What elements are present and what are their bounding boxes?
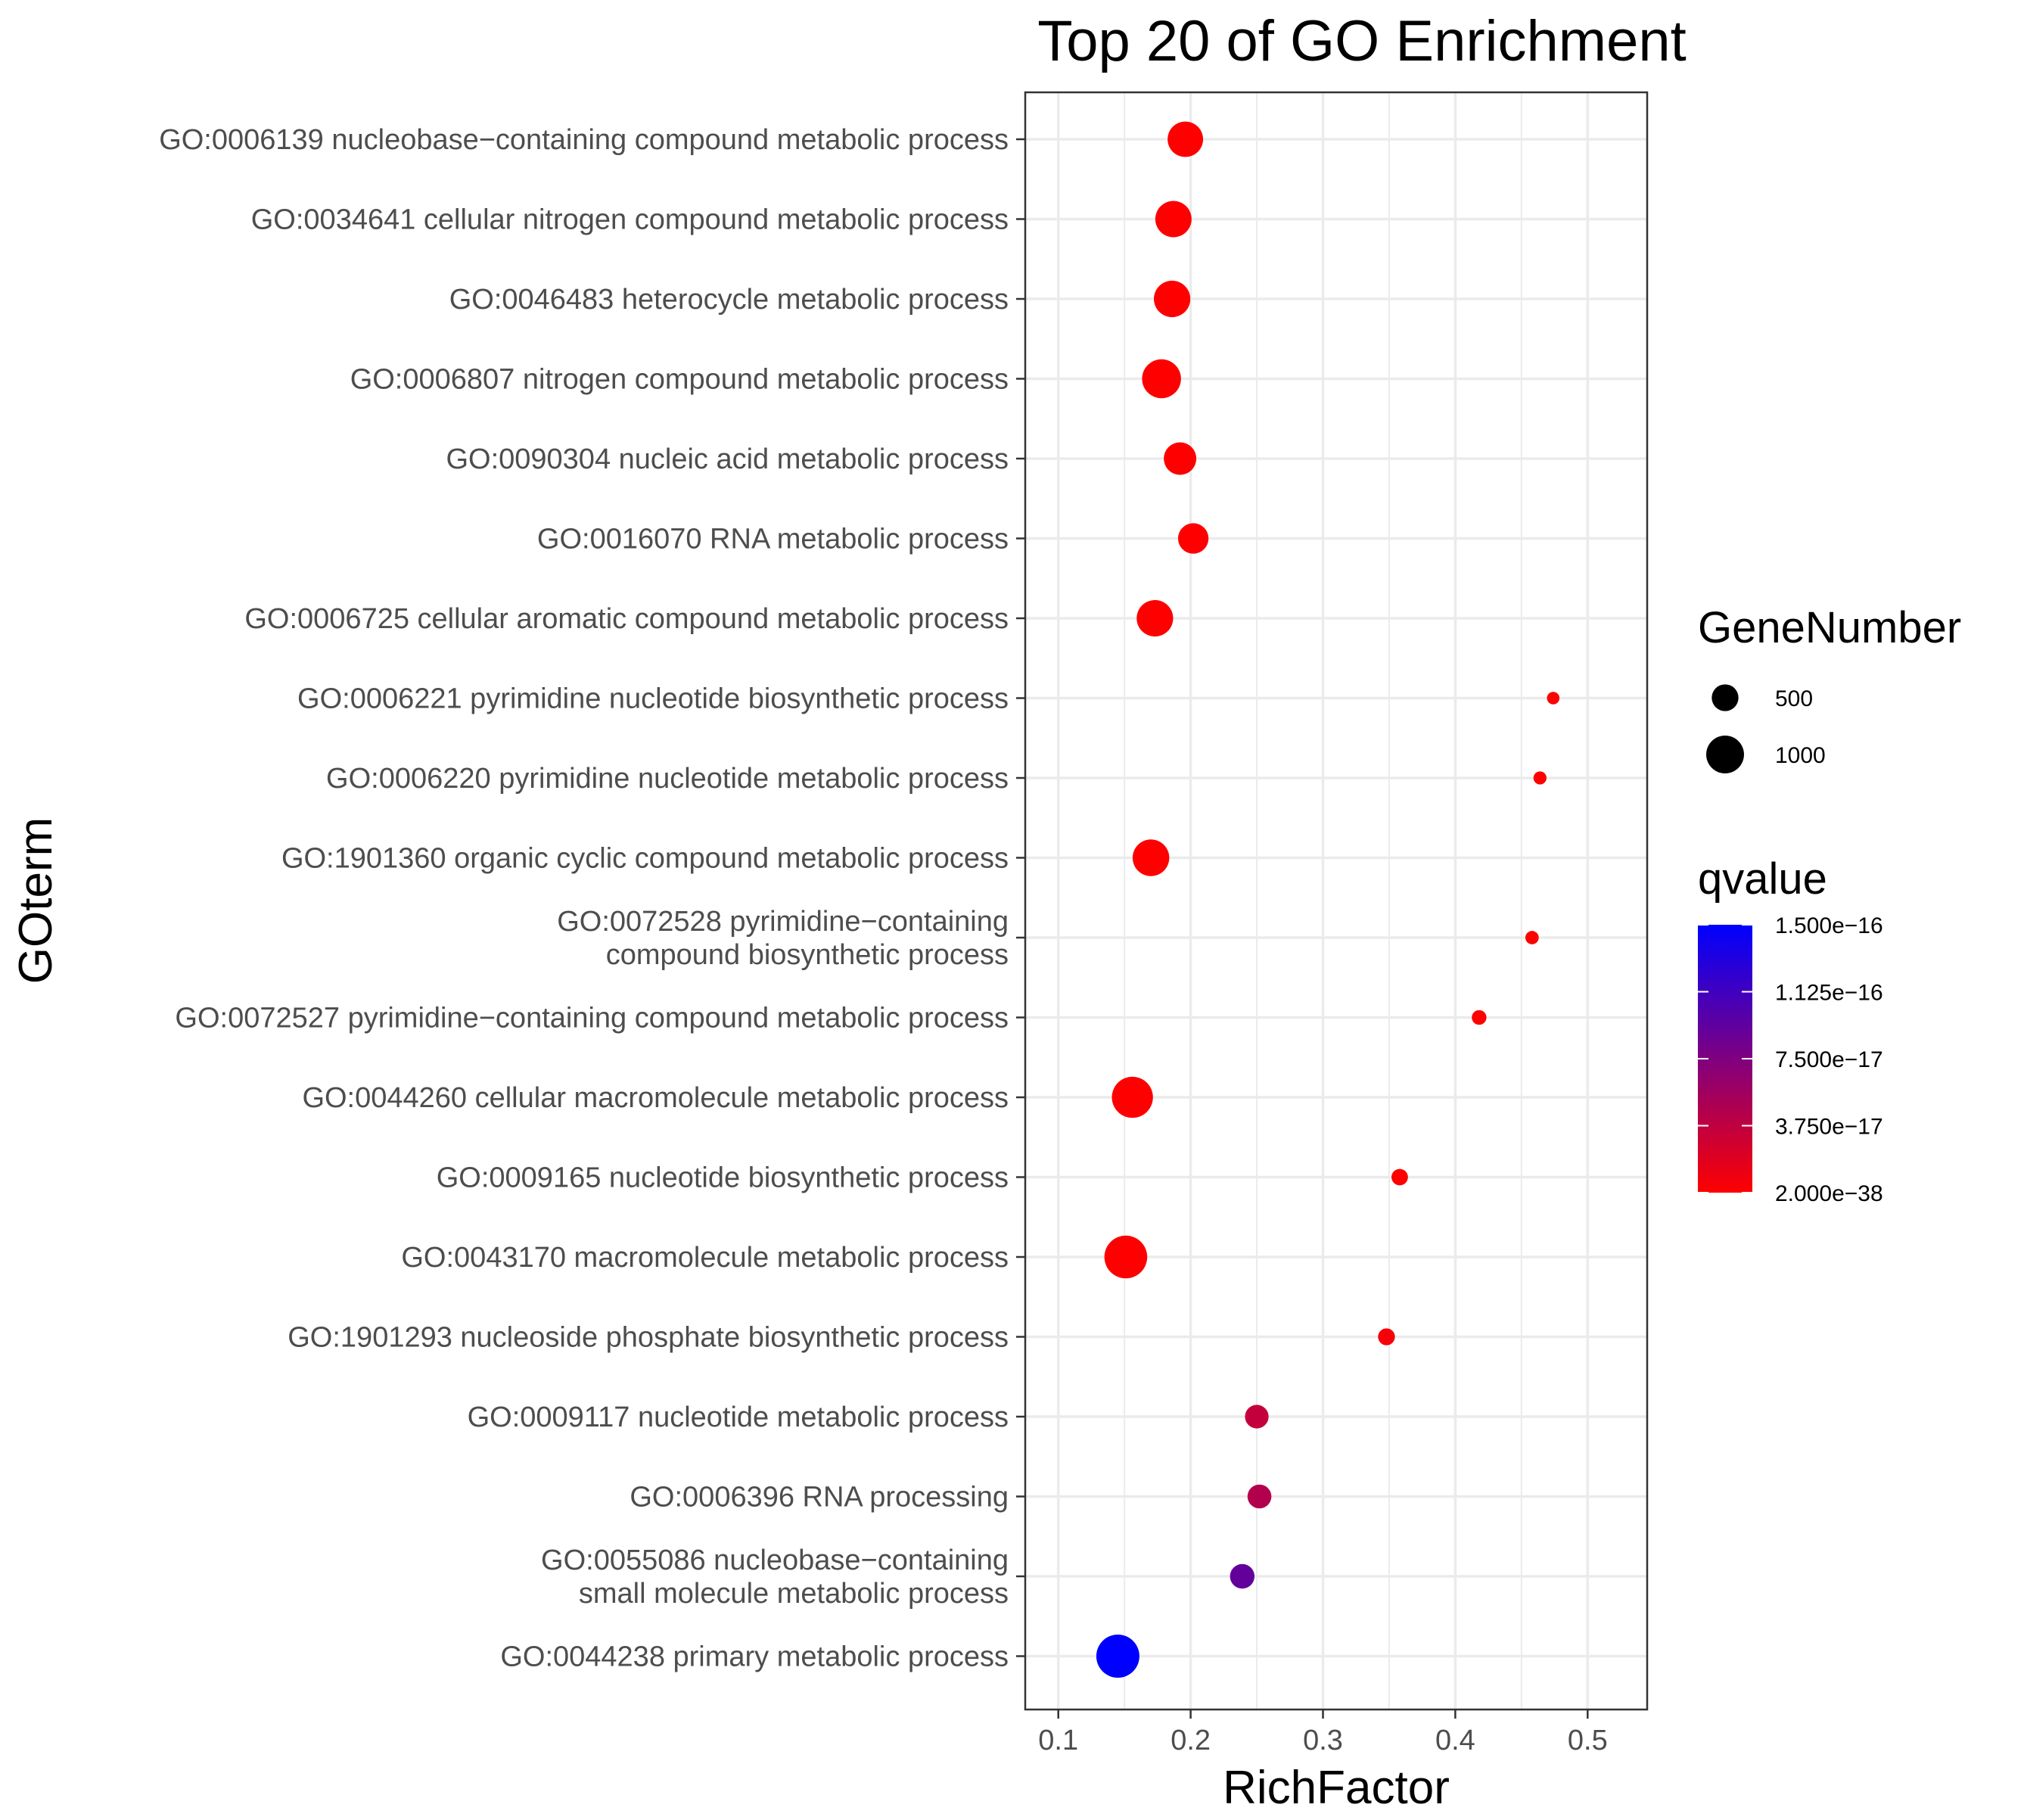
data-point — [1247, 1484, 1272, 1509]
data-point — [1533, 771, 1547, 785]
size-legend-label: 1000 — [1775, 743, 1826, 768]
y-tick-label: GO:0090304 nucleic acid metabolic proces… — [446, 443, 1009, 475]
y-tick-label: GO:0046483 heterocycle metabolic process — [449, 284, 1009, 316]
y-tick-label: GO:0006220 pyrimidine nucleotide metabol… — [326, 763, 1009, 795]
y-axis: GO:0006139 nucleobase−containing compoun… — [159, 124, 1025, 1673]
size-legend-key — [1706, 736, 1744, 773]
x-tick-label: 0.2 — [1170, 1725, 1211, 1756]
data-point — [1136, 599, 1174, 637]
plot-panel-border — [1024, 91, 1649, 1711]
y-tick-label: GO:0072527 pyrimidine−containing compoun… — [175, 1003, 1009, 1034]
y-tick-label: GO:0006807 nitrogen compound metabolic p… — [350, 364, 1009, 396]
data-point — [1391, 1168, 1408, 1186]
data-point — [1096, 1635, 1139, 1678]
y-tick-label: GO:0009165 nucleotide biosynthetic proce… — [437, 1162, 1009, 1194]
x-tick-label: 0.4 — [1435, 1725, 1475, 1756]
chart-title: Top 20 of GO Enrichment — [1037, 9, 1687, 73]
size-legend-key — [1711, 684, 1739, 711]
y-tick-label: GO:0006139 nucleobase−containing compoun… — [159, 124, 1009, 156]
color-legend-label: 1.500e−16 — [1775, 913, 1883, 938]
data-point — [1547, 692, 1560, 705]
y-tick-label: GO:0055086 nucleobase−containing small mo… — [541, 1545, 1009, 1610]
y-tick-label: GO:0016070 RNA metabolic process — [537, 524, 1009, 555]
data-point — [1177, 523, 1209, 554]
x-tick-label: 0.3 — [1303, 1725, 1343, 1756]
color-legend-title: qvalue — [1698, 854, 1827, 904]
color-legend-label: 7.500e−17 — [1775, 1047, 1883, 1072]
legends: GeneNumber qvalue 500 1000 1.500e−16 1.125e… — [1698, 603, 1961, 1206]
grid — [1025, 92, 1647, 1710]
data-point — [1472, 1010, 1487, 1025]
y-tick-label: GO:0006725 cellular aromatic compound me… — [244, 603, 1009, 635]
y-tick-label: GO:1901360 organic cyclic compound metab… — [281, 843, 1009, 875]
data-point — [1104, 1235, 1148, 1279]
data-point — [1132, 839, 1170, 876]
color-legend-label: 2.000e−38 — [1775, 1181, 1883, 1206]
x-tick-label: 0.1 — [1038, 1725, 1078, 1756]
x-axis: 0.1 0.2 0.3 0.4 0.5 — [1038, 1710, 1608, 1756]
data-point — [1245, 1405, 1269, 1429]
color-legend-label: 1.125e−16 — [1775, 981, 1883, 1006]
color-legend-label: 3.750e−17 — [1775, 1115, 1883, 1140]
data-point — [1142, 359, 1181, 399]
y-tick-label: GO:0006396 RNA processing — [630, 1482, 1009, 1514]
size-legend-title: GeneNumber — [1698, 603, 1961, 652]
data-point — [1111, 1076, 1153, 1118]
y-tick-label: GO:0009117 nucleotide metabolic process — [468, 1402, 1009, 1433]
data-point — [1154, 280, 1191, 318]
y-tick-label: GO:0072528 pyrimidine−containing compound… — [557, 906, 1009, 971]
data-point — [1167, 121, 1204, 157]
data-point — [1525, 931, 1539, 944]
x-axis-title: RichFactor — [1223, 1762, 1450, 1814]
y-tick-label: GO:0044238 primary metabolic process — [500, 1641, 1009, 1673]
y-axis-title: GOterm — [10, 817, 62, 984]
data-point — [1164, 442, 1197, 475]
x-tick-label: 0.5 — [1568, 1725, 1608, 1756]
data-points — [1096, 121, 1560, 1678]
y-tick-label: GO:0034641 cellular nitrogen compound me… — [251, 204, 1009, 236]
y-tick-label: GO:0006221 pyrimidine nucleotide biosynt… — [297, 683, 1009, 715]
y-tick-label: GO:0043170 macromolecule metabolic proce… — [401, 1242, 1009, 1274]
y-tick-label: GO:1901293 nucleoside phosphate biosynth… — [288, 1322, 1009, 1354]
data-point — [1230, 1563, 1255, 1589]
size-legend-label: 500 — [1775, 686, 1813, 711]
y-tick-label: GO:0044260 cellular macromolecule metabo… — [302, 1082, 1009, 1114]
data-point — [1155, 201, 1192, 238]
data-point — [1378, 1328, 1395, 1346]
